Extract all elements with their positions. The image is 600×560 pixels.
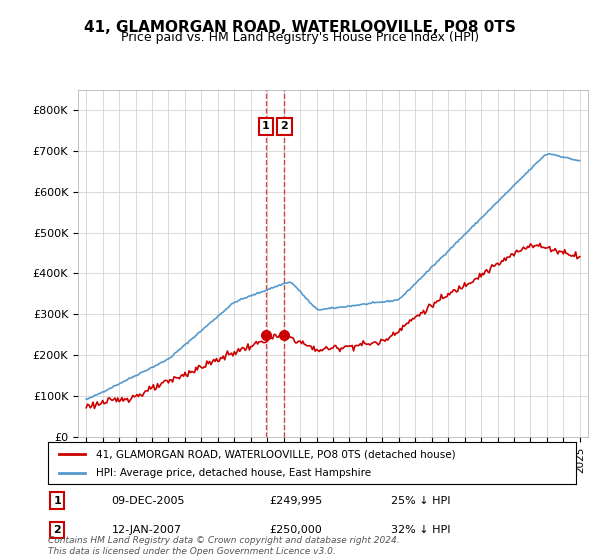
Text: Contains HM Land Registry data © Crown copyright and database right 2024.
This d: Contains HM Land Registry data © Crown c…: [48, 536, 400, 556]
Text: 12-JAN-2007: 12-JAN-2007: [112, 525, 181, 535]
Text: 32% ↓ HPI: 32% ↓ HPI: [391, 525, 451, 535]
Text: Price paid vs. HM Land Registry's House Price Index (HPI): Price paid vs. HM Land Registry's House …: [121, 31, 479, 44]
Text: £250,000: £250,000: [270, 525, 323, 535]
Text: 25% ↓ HPI: 25% ↓ HPI: [391, 496, 451, 506]
Text: HPI: Average price, detached house, East Hampshire: HPI: Average price, detached house, East…: [95, 468, 371, 478]
Text: 41, GLAMORGAN ROAD, WATERLOOVILLE, PO8 0TS: 41, GLAMORGAN ROAD, WATERLOOVILLE, PO8 0…: [84, 20, 516, 35]
Text: 41, GLAMORGAN ROAD, WATERLOOVILLE, PO8 0TS (detached house): 41, GLAMORGAN ROAD, WATERLOOVILLE, PO8 0…: [95, 449, 455, 459]
Text: 2: 2: [53, 525, 61, 535]
Text: 2: 2: [280, 122, 288, 132]
Text: 1: 1: [53, 496, 61, 506]
Text: 09-DEC-2005: 09-DEC-2005: [112, 496, 185, 506]
Text: £249,995: £249,995: [270, 496, 323, 506]
Text: 1: 1: [262, 122, 270, 132]
